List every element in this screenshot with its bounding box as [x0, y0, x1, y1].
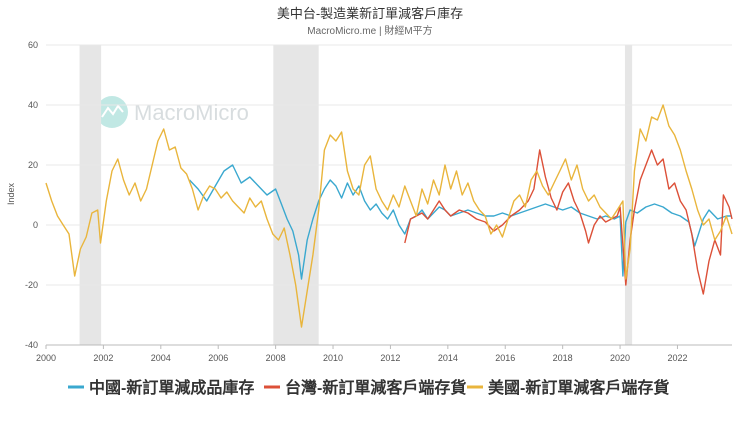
chart-title: 美中台-製造業新訂單減客戶庫存	[277, 6, 463, 21]
x-tick-label: 2006	[208, 353, 228, 363]
legend-item-2[interactable]: 美國-新訂單減客戶端存貨	[467, 378, 669, 397]
y-axis-label: Index	[6, 182, 16, 205]
series-line-0	[188, 164, 732, 280]
watermark-text: MacroMicro	[134, 100, 249, 125]
y-tick-label: 60	[28, 40, 38, 50]
y-tick-label: 20	[28, 160, 38, 170]
x-tick-label: 2022	[667, 353, 687, 363]
legend-label: 中國-新訂單減成品庫存	[89, 378, 254, 397]
legend-item-1[interactable]: 台灣-新訂單減客戶端存貨	[264, 378, 466, 397]
x-tick-label: 2008	[266, 353, 286, 363]
legend-label: 美國-新訂單減客戶端存貨	[488, 378, 669, 397]
chart-subtitle: MacroMicro.me | 財經M平方	[307, 24, 432, 37]
axes: -40 -20 0 20 40 60 2000 2002 2004 2006 2008 2010 201…	[25, 40, 687, 363]
x-tick-label: 2010	[323, 353, 343, 363]
y-tick-label: -40	[25, 340, 38, 350]
watermark: MacroMicro	[96, 96, 249, 128]
recession-band-1	[273, 45, 319, 345]
x-tick-label: 2000	[36, 353, 56, 363]
recession-band-0	[79, 45, 102, 345]
watermark-chart-icon	[101, 104, 124, 118]
legend-label: 台灣-新訂單減客戶端存貨	[285, 378, 466, 397]
legend[interactable]: 中國-新訂單減成品庫存 台灣-新訂單減客戶端存貨 美國-新訂單減客戶端存貨	[68, 378, 669, 397]
y-tick-label: 0	[33, 220, 38, 230]
series-line-2	[45, 104, 733, 328]
legend-item-0[interactable]: 中國-新訂單減成品庫存	[68, 378, 254, 397]
series-lines	[45, 104, 733, 328]
x-tick-label: 2012	[380, 353, 400, 363]
y-tick-label: -20	[25, 280, 38, 290]
x-tick-label: 2016	[495, 353, 515, 363]
grid-lines	[46, 44, 732, 346]
recession-bands	[79, 45, 633, 345]
y-tick-label: 40	[28, 100, 38, 110]
recession-band-2	[624, 45, 633, 345]
x-tick-label: 2002	[93, 353, 113, 363]
x-tick-label: 2004	[151, 353, 171, 363]
series-line-1	[404, 149, 733, 295]
x-tick-label: 2018	[553, 353, 573, 363]
x-tick-label: 2014	[438, 353, 458, 363]
x-tick-label: 2020	[610, 353, 630, 363]
